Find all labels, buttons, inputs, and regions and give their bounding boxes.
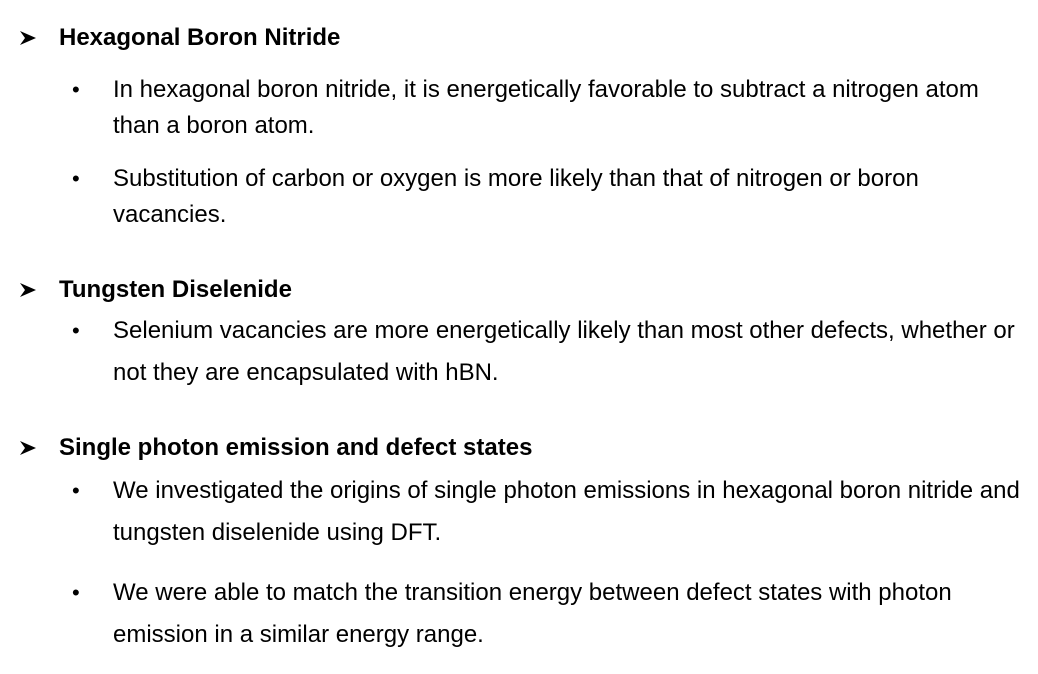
list-item-text: In hexagonal boron nitride, it is energe… [113,76,979,139]
arrowhead-icon [20,283,36,297]
bullet-dot: • [72,318,80,343]
section-single-photon-emission: Single photon emission and defect states… [0,430,1038,648]
section-heading: Tungsten Diselenide [0,272,1038,306]
section-hexagonal-boron-nitride: Hexagonal Boron Nitride • In hexagonal b… [0,20,1038,228]
section-heading: Single photon emission and defect states [0,430,1038,464]
list-item-text: Selenium vacancies are more energeticall… [113,317,1015,386]
list-item-text: Substitution of carbon or oxygen is more… [113,165,919,228]
bullet-dot: • [72,580,80,605]
heading-title: Tungsten Diselenide [59,276,292,303]
bullet-dot: • [72,166,80,191]
arrowhead-icon [20,441,36,455]
section-heading: Hexagonal Boron Nitride [0,20,1038,54]
bullet-dot: • [72,77,80,102]
bullet-dot: • [72,478,80,503]
heading-title: Hexagonal Boron Nitride [59,24,341,51]
list-item-text: We were able to match the transition ene… [113,579,952,648]
arrowhead-icon [20,31,36,45]
section-tungsten-diselenide: Tungsten Diselenide • Selenium vacancies… [0,272,1038,386]
list-item-text: We investigated the origins of single ph… [113,477,1020,546]
heading-title: Single photon emission and defect states [59,434,533,461]
